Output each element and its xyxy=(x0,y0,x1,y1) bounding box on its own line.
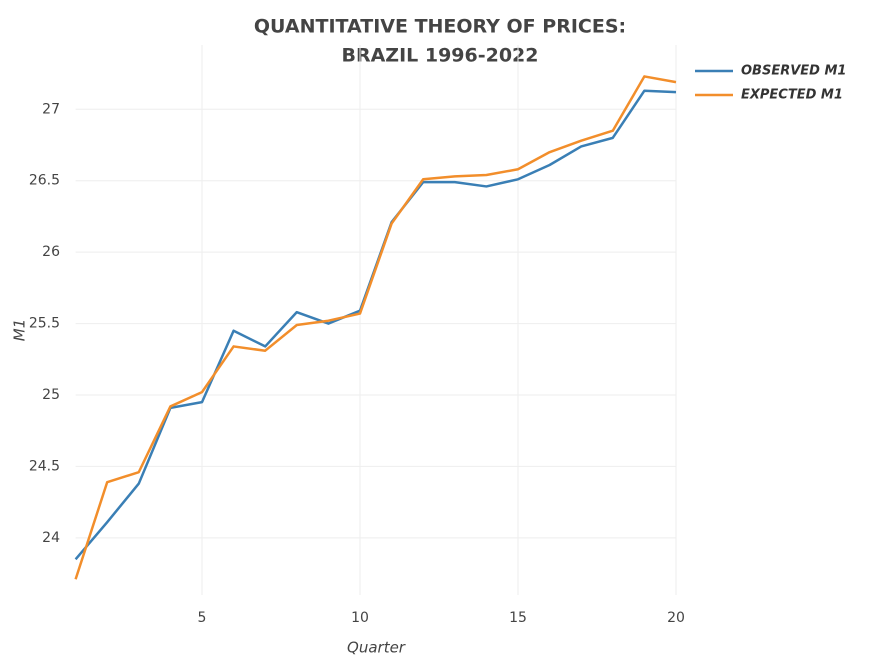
data-line xyxy=(74,75,677,580)
x-tick-label: 20 xyxy=(667,610,685,626)
y-tick-label: 24.5 xyxy=(29,458,60,474)
y-axis-label: M1 xyxy=(11,319,29,342)
legend-label: OBSERVED M1 xyxy=(741,64,846,79)
data-line xyxy=(74,89,677,561)
y-tick-label: 24 xyxy=(42,530,60,546)
x-tick-label: 15 xyxy=(509,610,527,626)
x-tick-label: 5 xyxy=(198,610,207,626)
y-tick-label: 25.5 xyxy=(29,316,60,332)
x-axis-label: Quarter xyxy=(347,639,406,657)
y-tick-label: 26 xyxy=(42,244,60,260)
chart-title: BRAZIL 1996-2022 xyxy=(341,45,538,67)
x-tick-label: 10 xyxy=(351,610,369,626)
legend-label: EXPECTED M1 xyxy=(741,88,843,103)
y-tick-label: 27 xyxy=(42,101,60,117)
y-tick-label: 25 xyxy=(42,387,60,403)
chart-title: QUANTITATIVE THEORY OF PRICES: xyxy=(254,16,626,38)
y-tick-label: 26.5 xyxy=(29,173,60,189)
